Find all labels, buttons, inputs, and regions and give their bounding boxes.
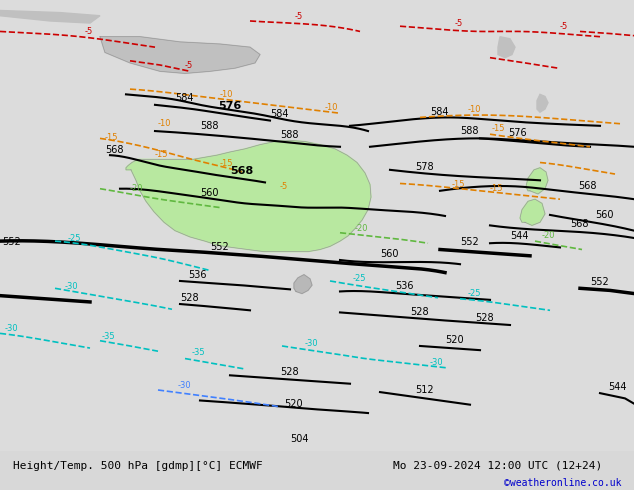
Text: 588: 588 <box>280 130 299 141</box>
Text: 584: 584 <box>175 93 193 102</box>
Text: Height/Temp. 500 hPa [gdmp][°C] ECMWF: Height/Temp. 500 hPa [gdmp][°C] ECMWF <box>13 461 262 471</box>
Text: 504: 504 <box>290 435 309 444</box>
Polygon shape <box>526 168 548 194</box>
Polygon shape <box>498 37 515 58</box>
Text: -30: -30 <box>5 324 18 333</box>
Text: -5: -5 <box>560 23 568 31</box>
Text: -5: -5 <box>295 12 303 21</box>
Text: -25: -25 <box>353 274 366 283</box>
Text: -15: -15 <box>452 180 465 189</box>
Text: -10: -10 <box>158 119 172 128</box>
Text: 584: 584 <box>270 109 288 120</box>
Text: 520: 520 <box>284 399 302 409</box>
Text: 576: 576 <box>218 101 242 111</box>
Text: 584: 584 <box>430 107 448 117</box>
Text: -30: -30 <box>178 381 191 390</box>
Text: -30: -30 <box>65 282 79 292</box>
Polygon shape <box>100 37 260 74</box>
Text: 568: 568 <box>230 166 253 176</box>
Text: 552: 552 <box>2 237 21 247</box>
Text: -25: -25 <box>468 289 481 297</box>
Polygon shape <box>537 95 548 112</box>
Text: -15: -15 <box>490 184 503 193</box>
Text: -25: -25 <box>68 234 82 243</box>
Text: -20: -20 <box>542 231 555 240</box>
Text: 552: 552 <box>460 237 479 247</box>
Text: -5: -5 <box>280 182 288 191</box>
Text: -20: -20 <box>130 184 143 193</box>
Text: -30: -30 <box>305 339 319 348</box>
Text: 512: 512 <box>415 385 434 395</box>
Text: 588: 588 <box>200 121 219 131</box>
Text: 528: 528 <box>280 368 299 377</box>
Polygon shape <box>126 141 371 251</box>
Text: -35: -35 <box>192 348 205 357</box>
Text: 520: 520 <box>445 335 463 345</box>
Text: 552: 552 <box>590 277 609 287</box>
Text: -15: -15 <box>492 124 505 133</box>
Text: -30: -30 <box>430 358 444 367</box>
Text: -15: -15 <box>220 159 233 168</box>
Text: 544: 544 <box>608 382 626 392</box>
Text: -10: -10 <box>325 103 339 112</box>
Polygon shape <box>294 275 312 294</box>
Text: 528: 528 <box>475 313 494 323</box>
Text: 536: 536 <box>188 270 207 280</box>
Text: 560: 560 <box>200 188 219 198</box>
Text: -5: -5 <box>455 19 463 28</box>
Text: -5: -5 <box>85 26 93 36</box>
Polygon shape <box>520 199 545 225</box>
Text: 568: 568 <box>578 181 597 191</box>
Text: 536: 536 <box>395 281 413 292</box>
Text: 578: 578 <box>415 162 434 172</box>
Text: -15: -15 <box>155 150 169 159</box>
Text: -20: -20 <box>355 223 368 233</box>
Text: -5: -5 <box>185 61 193 70</box>
Text: -15: -15 <box>105 133 119 143</box>
Text: 568: 568 <box>570 220 588 229</box>
Text: 552: 552 <box>210 242 229 251</box>
Text: 544: 544 <box>510 231 529 241</box>
Text: -10: -10 <box>468 105 481 114</box>
Text: Mo 23-09-2024 12:00 UTC (12+24): Mo 23-09-2024 12:00 UTC (12+24) <box>393 461 602 471</box>
Text: 528: 528 <box>410 307 429 317</box>
Polygon shape <box>0 10 100 23</box>
Text: -10: -10 <box>220 91 233 99</box>
Text: 576: 576 <box>508 128 527 138</box>
Text: 568: 568 <box>105 145 124 155</box>
Text: 588: 588 <box>460 126 479 136</box>
Text: 528: 528 <box>180 293 198 303</box>
Text: 560: 560 <box>595 210 614 220</box>
Text: 560: 560 <box>380 249 399 259</box>
Text: -35: -35 <box>102 332 115 341</box>
Text: ©weatheronline.co.uk: ©weatheronline.co.uk <box>504 478 621 489</box>
